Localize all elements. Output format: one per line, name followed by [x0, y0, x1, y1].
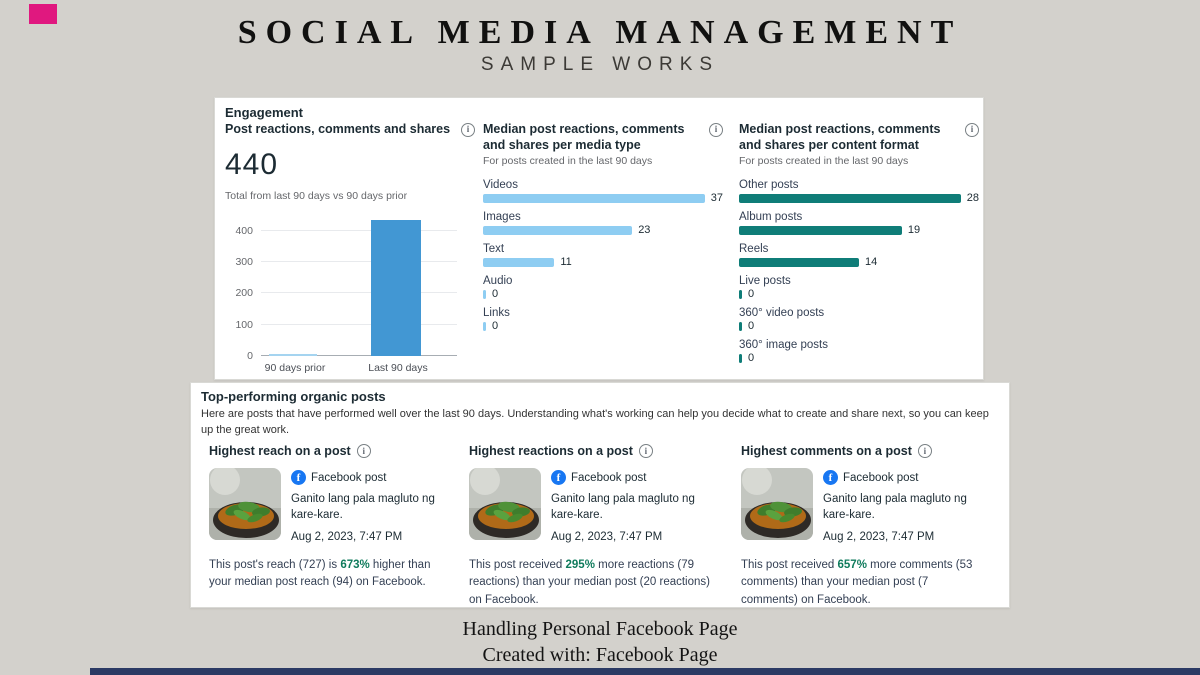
- reactions-kpi-column: Post reactions, comments and shares 440 …: [225, 122, 475, 374]
- content-format-chart-title: Median post reactions, comments and shar…: [739, 122, 941, 152]
- media-type-chart-subtitle: For posts created in the last 90 days: [483, 155, 653, 168]
- xlabel-90-days-prior: 90 days prior: [264, 361, 326, 374]
- post-caption: Ganito lang pala magluto ng kare-kare.: [291, 493, 435, 521]
- facebook-icon: [291, 470, 306, 485]
- top-post-card-comments[interactable]: Highest comments on a post: [741, 443, 989, 609]
- info-icon[interactable]: [709, 123, 723, 137]
- bar-row-album-posts: Album posts 19: [739, 211, 921, 237]
- bar-90-days-prior: [269, 353, 317, 356]
- content-format-column: Median post reactions, comments and shar…: [739, 122, 979, 371]
- bar-row-links: Links 0: [483, 307, 510, 333]
- post-caption: Ganito lang pala magluto ng kare-kare.: [551, 493, 695, 521]
- media-type-column: Median post reactions, comments and shar…: [483, 122, 723, 339]
- info-icon[interactable]: [965, 123, 979, 137]
- post-source: Facebook post: [571, 471, 647, 484]
- bar-row-images: Images 23: [483, 211, 651, 237]
- post-thumbnail[interactable]: [209, 468, 281, 540]
- top-post-card-reactions[interactable]: Highest reactions on a post: [469, 443, 717, 609]
- pink-accent-shape: [29, 4, 57, 24]
- xlabel-last-90-days: Last 90 days: [368, 361, 428, 374]
- bar-row-live-posts: Live posts 0: [739, 275, 791, 301]
- percent-highlight: 673%: [340, 559, 370, 572]
- bar-last-90-days: [371, 220, 421, 356]
- card-title: Highest reactions on a post: [469, 443, 633, 458]
- card-title: Highest reach on a post: [209, 443, 351, 458]
- column-chart-xlabels: 90 days prior Last 90 days: [261, 362, 457, 376]
- card-title: Highest comments on a post: [741, 443, 912, 458]
- top-posts-title: Top-performing organic posts: [201, 389, 386, 404]
- engagement-panel: Engagement Post reactions, comments and …: [214, 97, 984, 380]
- post-date: Aug 2, 2023, 7:47 PM: [291, 531, 403, 544]
- post-date: Aug 2, 2023, 7:47 PM: [551, 531, 663, 544]
- bar-row-text: Text 11: [483, 243, 572, 269]
- percent-highlight: 657%: [837, 559, 867, 572]
- post-summary: This post received 657% more comments (5…: [741, 559, 973, 606]
- media-type-chart-title: Median post reactions, comments and shar…: [483, 122, 685, 152]
- footer-line-2: Created with: Facebook Page: [482, 644, 718, 666]
- post-thumbnail[interactable]: [469, 468, 541, 540]
- post-source: Facebook post: [843, 471, 919, 484]
- post-summary: This post's reach (727) is 673% higher t…: [209, 559, 431, 589]
- facebook-icon: [551, 470, 566, 485]
- top-posts-panel: Top-performing organic posts Here are po…: [190, 382, 1010, 608]
- page-title: SOCIAL MEDIA MANAGEMENT: [237, 14, 963, 51]
- engagement-section-label: Engagement: [225, 105, 304, 120]
- bar-row-360-image-posts: 360° image posts 0: [739, 339, 828, 365]
- percent-highlight: 295%: [565, 559, 595, 572]
- column-chart-yaxis: 0 100 200 300 400: [235, 225, 253, 362]
- info-icon[interactable]: [917, 444, 932, 458]
- top-posts-description: Here are posts that have performed well …: [201, 408, 989, 436]
- top-post-card-reach[interactable]: Highest reach on a post: [209, 443, 457, 592]
- bar-row-videos: Videos 37: [483, 179, 723, 205]
- post-source: Facebook post: [311, 471, 387, 484]
- facebook-icon: [823, 470, 838, 485]
- reactions-caption: Total from last 90 days vs 90 days prior: [225, 189, 408, 202]
- slide-header: SOCIAL MEDIA MANAGEMENT SAMPLE WORKS: [0, 14, 1200, 76]
- media-type-bar-list: Videos 37 Images 23 Text 11 Audio 0 Link…: [483, 179, 723, 333]
- info-icon[interactable]: [461, 123, 475, 137]
- info-icon[interactable]: [638, 444, 653, 458]
- column-chart-plot: [261, 216, 457, 356]
- content-format-bar-list: Other posts 28 Album posts 19 Reels 14 L…: [739, 179, 979, 365]
- footer-line-1: Handling Personal Facebook Page: [462, 618, 738, 640]
- bar-row-reels: Reels 14: [739, 243, 878, 269]
- bar-row-360-video-posts: 360° video posts 0: [739, 307, 825, 333]
- reactions-total: 440: [225, 147, 279, 181]
- post-thumbnail[interactable]: [741, 468, 813, 540]
- post-date: Aug 2, 2023, 7:47 PM: [823, 531, 935, 544]
- slide-footer: Handling Personal Facebook Page Created …: [0, 616, 1200, 668]
- post-summary: This post received 295% more reactions (…: [469, 559, 710, 606]
- bottom-bar: [90, 668, 1200, 675]
- reactions-chart-title: Post reactions, comments and shares: [225, 122, 451, 136]
- info-icon[interactable]: [356, 444, 371, 458]
- content-format-chart-subtitle: For posts created in the last 90 days: [739, 155, 909, 168]
- page-subtitle: SAMPLE WORKS: [480, 54, 720, 75]
- bar-row-other-posts: Other posts 28: [739, 179, 979, 205]
- bar-row-audio: Audio 0: [483, 275, 513, 301]
- post-caption: Ganito lang pala magluto ng kare-kare.: [823, 493, 967, 521]
